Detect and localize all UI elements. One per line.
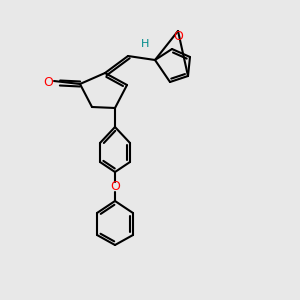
Text: O: O: [173, 29, 183, 43]
Text: H: H: [141, 39, 149, 49]
Text: O: O: [110, 181, 120, 194]
Text: O: O: [43, 76, 53, 89]
